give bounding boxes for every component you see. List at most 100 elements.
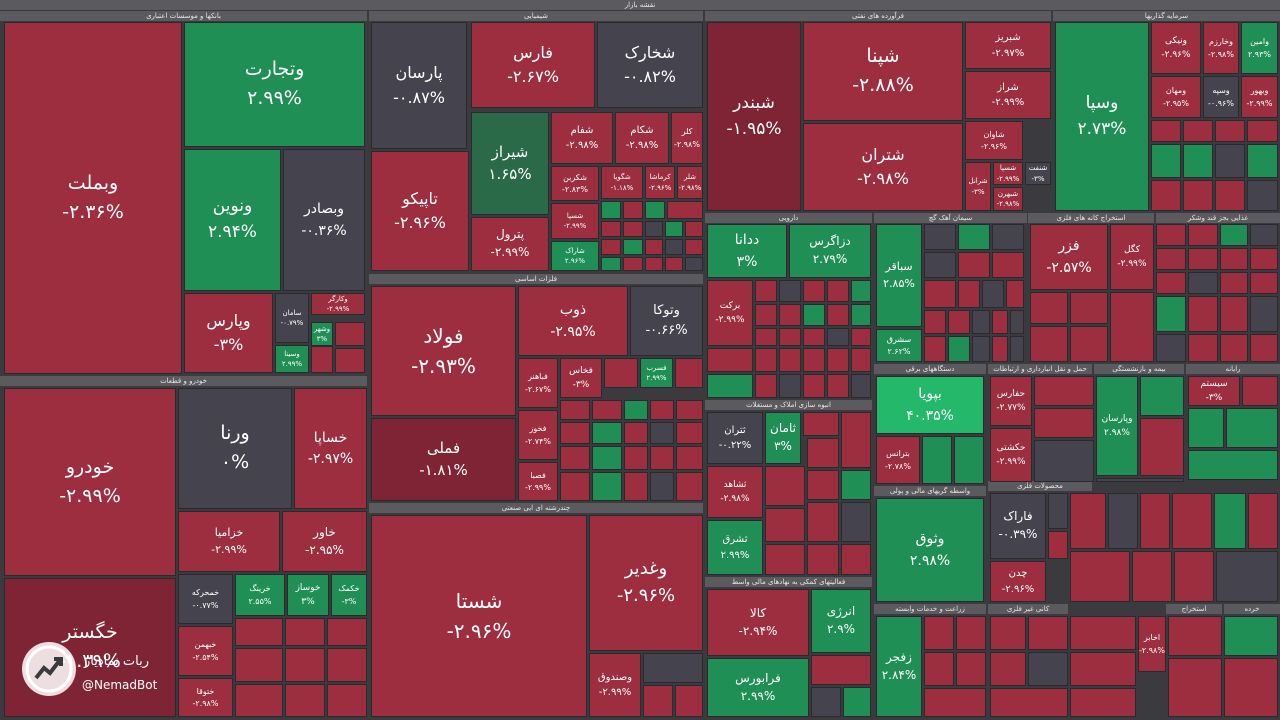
stock-cell[interactable] <box>623 257 643 271</box>
stock-cell[interactable] <box>851 348 871 372</box>
stock-cell[interactable] <box>1215 144 1245 178</box>
stock-cell[interactable] <box>992 336 1008 362</box>
stock-cell[interactable] <box>841 470 871 500</box>
stock-tile[interactable]: فرابورس ۲.۹۹% <box>707 658 809 717</box>
stock-cell[interactable] <box>851 328 871 346</box>
stock-tile[interactable]: انرژی ۲.۹% <box>811 589 871 653</box>
stock-cell[interactable] <box>924 652 954 686</box>
stock-cell[interactable] <box>335 322 365 346</box>
stock-cell[interactable] <box>1247 120 1278 142</box>
stock-cell[interactable] <box>235 618 283 646</box>
stock-cell[interactable] <box>1151 180 1181 211</box>
stock-cell[interactable] <box>1250 296 1278 332</box>
stock-cell[interactable] <box>676 422 703 444</box>
stock-cell[interactable] <box>924 252 956 278</box>
stock-cell[interactable] <box>624 472 648 501</box>
stock-cell[interactable] <box>755 280 777 302</box>
stock-cell[interactable] <box>335 348 365 373</box>
stock-cell[interactable] <box>1220 224 1248 246</box>
stock-cell[interactable] <box>676 472 703 501</box>
stock-cell[interactable] <box>601 221 621 237</box>
stock-tile[interactable]: ثشاهد -۲.۹۸% <box>707 466 763 518</box>
stock-cell[interactable] <box>676 446 703 470</box>
stock-cell[interactable] <box>924 336 946 362</box>
stock-cell[interactable] <box>650 422 674 444</box>
stock-cell[interactable] <box>1034 376 1094 406</box>
stock-tile[interactable]: ونیکی -۲.۹۶% <box>1151 22 1201 74</box>
stock-tile[interactable]: سیستم -۳% <box>1188 376 1240 406</box>
stock-cell[interactable] <box>1250 334 1278 362</box>
stock-cell[interactable] <box>807 470 839 500</box>
stock-cell[interactable] <box>1030 326 1068 362</box>
stock-cell[interactable] <box>765 466 805 506</box>
stock-tile[interactable]: شسپا -۲.۹۹% <box>551 203 599 239</box>
stock-cell[interactable] <box>1188 334 1218 362</box>
stock-tile[interactable]: سباقر ۲.۸۵% <box>876 224 922 327</box>
stock-cell[interactable] <box>1183 180 1213 211</box>
stock-cell[interactable] <box>643 653 703 683</box>
stock-cell[interactable] <box>1028 616 1068 650</box>
stock-cell[interactable] <box>645 201 665 219</box>
stock-cell[interactable] <box>1224 616 1278 656</box>
stock-cell[interactable] <box>685 221 703 237</box>
stock-tile[interactable]: زفجر ۲.۸۴% <box>876 616 922 717</box>
stock-cell[interactable] <box>560 400 590 420</box>
stock-cell[interactable] <box>990 616 1026 650</box>
stock-tile[interactable]: وثوق ۲.۹۸% <box>876 498 984 602</box>
stock-tile[interactable]: شلر -۲.۹۸% <box>677 166 703 199</box>
stock-tile[interactable]: خودرو -۲.۹۹% <box>4 388 176 576</box>
stock-tile[interactable]: فولاد -۲.۹۳% <box>371 286 516 416</box>
stock-tile[interactable]: وامین ۲.۹۳% <box>1241 22 1278 74</box>
stock-cell[interactable] <box>1070 292 1108 324</box>
stock-tile[interactable]: خاور -۲.۹۵% <box>282 511 367 572</box>
stock-cell[interactable] <box>623 201 643 219</box>
stock-cell[interactable] <box>811 687 841 717</box>
stock-cell[interactable] <box>827 304 849 326</box>
stock-cell[interactable] <box>1215 180 1245 211</box>
stock-cell[interactable] <box>803 348 825 372</box>
stock-tile[interactable]: ددانا ۳% <box>707 224 787 278</box>
stock-tile[interactable]: شتران -۲.۹۸% <box>803 123 963 211</box>
stock-cell[interactable] <box>1034 408 1094 438</box>
stock-cell[interactable] <box>1140 376 1184 416</box>
stock-cell[interactable] <box>807 502 839 542</box>
stock-cell[interactable] <box>645 221 663 237</box>
stock-cell[interactable] <box>990 688 1068 717</box>
stock-cell[interactable] <box>1006 280 1024 308</box>
stock-cell[interactable] <box>924 616 954 650</box>
stock-cell[interactable] <box>827 374 849 398</box>
stock-tile[interactable]: وبصادر -۰.۳۶% <box>283 149 365 291</box>
stock-cell[interactable] <box>1220 296 1248 332</box>
stock-cell[interactable] <box>1070 326 1108 362</box>
stock-tile[interactable]: فاراک -۰.۳۹% <box>990 493 1046 559</box>
stock-tile[interactable]: شپنا -۲.۸۸% <box>803 22 963 121</box>
stock-tile[interactable]: خرینگ ۲.۵۵% <box>235 574 285 616</box>
stock-tile[interactable]: فسرب ۲.۹۹% <box>640 358 673 388</box>
stock-cell[interactable] <box>623 239 643 255</box>
stock-cell[interactable] <box>982 280 1004 308</box>
stock-cell[interactable] <box>1242 376 1278 406</box>
stock-cell[interactable] <box>779 304 801 326</box>
stock-tile[interactable]: وسینا ۲.۹۹% <box>275 345 309 373</box>
stock-cell[interactable] <box>1070 551 1130 602</box>
stock-tile[interactable]: حفارس -۲.۷۷% <box>990 376 1032 426</box>
stock-tile[interactable]: برکت -۲.۹۹% <box>707 280 753 346</box>
stock-cell[interactable] <box>1156 224 1186 246</box>
stock-tile[interactable]: سامان -۰.۷۹% <box>275 293 309 343</box>
stock-cell[interactable] <box>1034 440 1094 482</box>
stock-cell[interactable] <box>1226 408 1278 448</box>
stock-tile[interactable]: فزر -۲.۵۷% <box>1030 224 1108 290</box>
stock-tile[interactable]: خوساز ۳% <box>287 574 329 616</box>
stock-cell[interactable] <box>1151 144 1181 178</box>
stock-tile[interactable]: اخابر -۲.۹۸% <box>1138 616 1166 672</box>
stock-cell[interactable] <box>675 358 703 388</box>
stock-tile[interactable]: شیراز ۱.۶۵% <box>471 112 549 215</box>
stock-tile[interactable]: فباهنر -۲.۶۷% <box>518 358 558 408</box>
stock-cell[interactable] <box>1250 224 1278 246</box>
stock-tile[interactable]: ومهان -۲.۹۵% <box>1151 76 1201 118</box>
stock-cell[interactable] <box>1188 224 1218 246</box>
stock-tile[interactable]: فصبا -۲.۹۹% <box>518 462 558 501</box>
stock-tile[interactable]: سشرق ۲.۶۲% <box>876 329 922 362</box>
stock-tile[interactable]: شبهرن -۲.۹۸% <box>993 187 1023 211</box>
stock-cell[interactable] <box>851 280 871 302</box>
